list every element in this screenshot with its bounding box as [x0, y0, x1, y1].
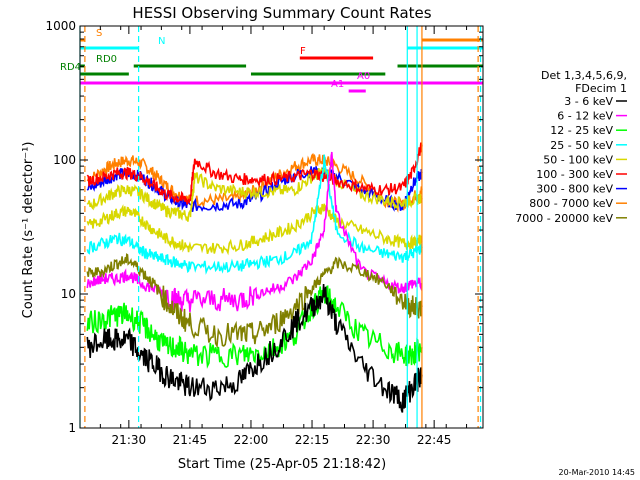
x-tick-label: 22:45 [417, 433, 452, 447]
legend-entry-label: 3 - 6 keV [564, 95, 613, 108]
flag-label: RD4 [60, 62, 81, 73]
x-tick-label: 21:45 [173, 433, 208, 447]
chart-title: HESSI Observing Summary Count Rates [132, 4, 431, 22]
series-line [86, 166, 423, 222]
legend-entry-label: 100 - 300 keV [536, 168, 613, 181]
flag-label: A0 [357, 71, 370, 82]
x-axis-label: Start Time (25-Apr-05 21:18:42) [178, 457, 386, 472]
legend-entry-label: 50 - 100 keV [543, 153, 613, 166]
x-tick-label: 22:30 [356, 433, 391, 447]
legend-entry-label: 12 - 25 keV [550, 124, 613, 137]
legend-entry-label: 7000 - 20000 keV [515, 212, 613, 225]
flag-label: RD0 [96, 54, 117, 65]
legend-entry-label: 800 - 7000 keV [529, 197, 613, 210]
y-axis: 1 10 100 1000 [45, 19, 483, 435]
legend-heading: Det 1,3,4,5,6,9, [541, 69, 627, 82]
legend-entry-label: 25 - 50 keV [550, 139, 613, 152]
series-line [86, 253, 423, 349]
legend: Det 1,3,4,5,6,9,FDecim 13 - 6 keV 6 - 12 … [515, 69, 627, 225]
series-9 [86, 283, 423, 413]
y-tick-label: 1 [68, 421, 76, 435]
flag-label: S [96, 28, 102, 39]
series-line [86, 283, 423, 413]
flag-label: A1 [331, 79, 344, 90]
series-2 [86, 166, 423, 222]
series-3 [86, 142, 423, 205]
series-line [86, 154, 423, 275]
y-tick-label: 10 [61, 287, 76, 301]
x-tick-label: 22:00 [234, 433, 269, 447]
flag-label: N [158, 36, 165, 47]
series-5 [86, 154, 423, 275]
legend-entry-label: 6 - 12 keV [557, 110, 613, 123]
y-axis-label: Count Rate (s⁻¹ detector⁻¹) [21, 142, 36, 319]
x-axis: 21:30 21:45 22:00 22:15 22:30 22:45 [99, 26, 468, 447]
y-tick-label: 100 [53, 153, 76, 167]
x-tick-label: 22:15 [295, 433, 330, 447]
plot-frame [79, 25, 484, 429]
series-line [86, 285, 423, 369]
series-layer [86, 142, 423, 413]
legend-entry-label: 300 - 800 keV [536, 183, 613, 196]
series-line [86, 142, 423, 205]
flag-bars: S N RD0 RD4 F A0 A1 [60, 28, 483, 93]
series-line [86, 203, 423, 256]
flag-label: F [300, 46, 306, 57]
series-7 [86, 253, 423, 349]
x-tick-label: 21:30 [112, 433, 147, 447]
series-4 [86, 203, 423, 256]
legend-heading: FDecim 1 [575, 82, 627, 95]
plot-date-footer: 20-Mar-2010 14:45 [559, 468, 636, 477]
y-tick-label: 1000 [45, 19, 76, 33]
